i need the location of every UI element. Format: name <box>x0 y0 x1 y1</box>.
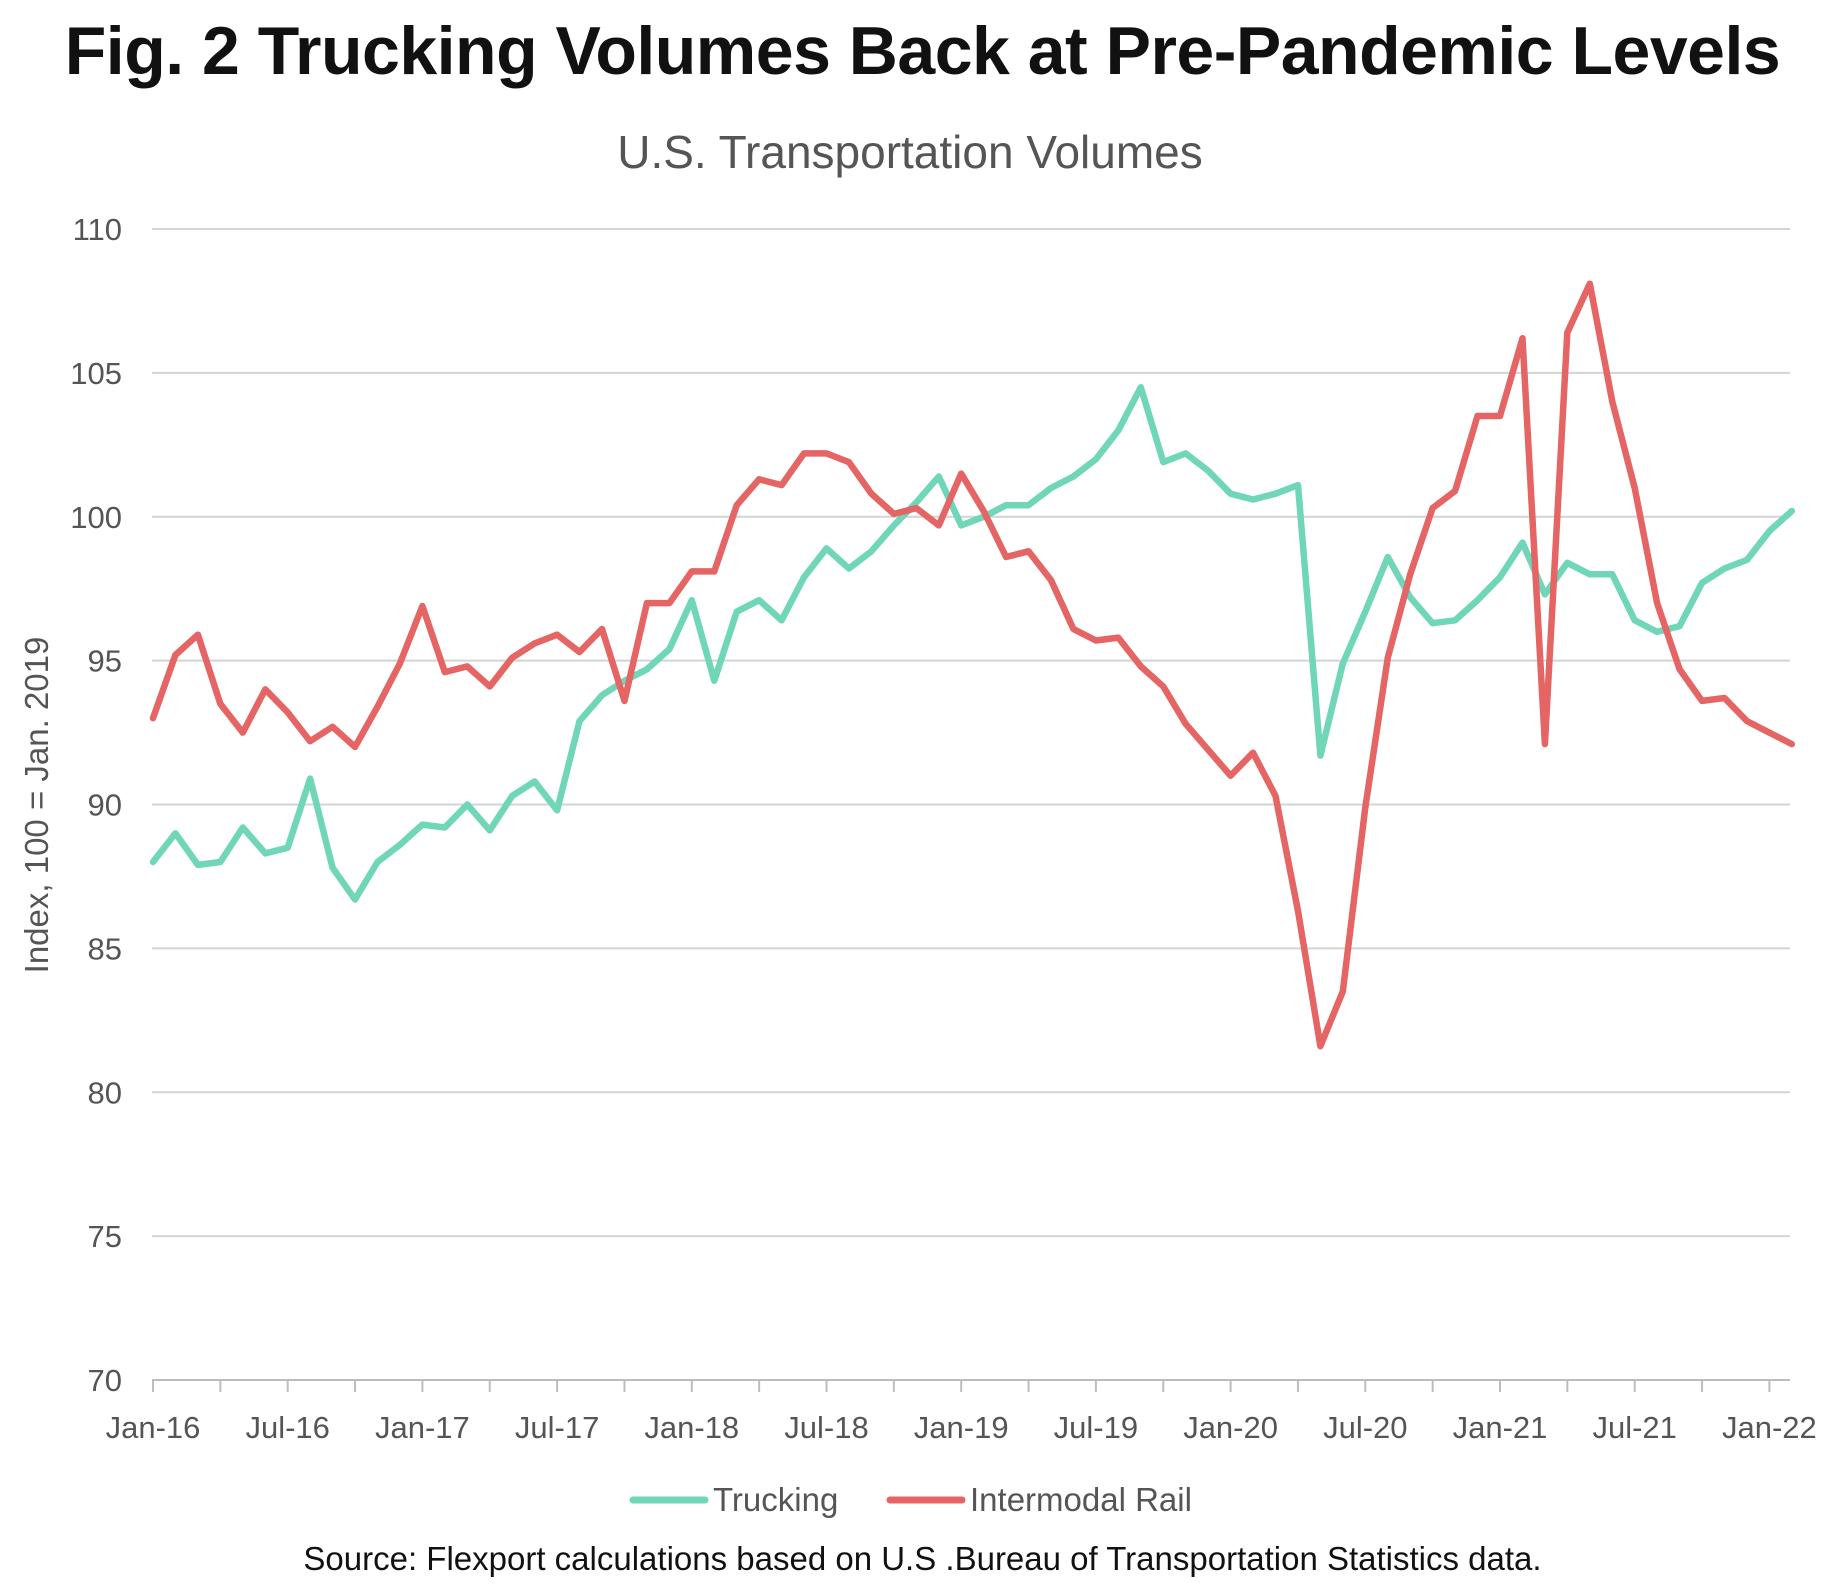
series-lines <box>149 280 1796 1050</box>
x-tick-label: Jul-21 <box>1592 1410 1676 1445</box>
legend-label-trucking: Trucking <box>713 1481 838 1518</box>
series-line-trucking <box>149 384 1796 903</box>
x-tick-label: Jul-18 <box>784 1410 868 1445</box>
y-tick-label: 110 <box>73 212 122 247</box>
x-tick-label: Jan-19 <box>914 1410 1009 1445</box>
x-tick-label: Jul-17 <box>515 1410 599 1445</box>
x-tick-label: Jan-22 <box>1722 1410 1817 1445</box>
y-tick-label: 80 <box>88 1075 122 1110</box>
x-tick-label: Jan-20 <box>1183 1410 1278 1445</box>
gridlines <box>152 228 1790 1238</box>
x-tick-label: Jan-16 <box>106 1410 201 1445</box>
series-line-intermodal-rail <box>149 280 1796 1050</box>
chart-title: U.S. Transportation Volumes <box>617 126 1203 178</box>
y-tick-label: 90 <box>88 788 122 823</box>
source-note: Source: Flexport calculations based on U… <box>303 1540 1542 1577</box>
y-tick-label: 75 <box>88 1219 122 1254</box>
y-tick-label: 70 <box>88 1363 122 1398</box>
y-tick-label: 100 <box>70 500 122 535</box>
x-tick-label: Jul-16 <box>245 1410 329 1445</box>
legend: Trucking Intermodal Rail <box>629 1481 1192 1518</box>
figure-title: Fig. 2 Trucking Volumes Back at Pre-Pand… <box>64 13 1781 89</box>
x-tick-label: Jan-18 <box>644 1410 739 1445</box>
x-tick-label: Jan-17 <box>375 1410 470 1445</box>
x-tick-label: Jul-20 <box>1323 1410 1407 1445</box>
legend-label-intermodal-rail: Intermodal Rail <box>970 1481 1192 1518</box>
y-tick-label: 95 <box>88 644 122 679</box>
x-tick-label: Jan-21 <box>1453 1410 1548 1445</box>
y-axis-label: Index, 100 = Jan. 2019 <box>18 637 55 974</box>
x-tick-label: Jul-19 <box>1054 1410 1138 1445</box>
y-axis: 70 75 80 85 90 95 100 105 110 <box>70 212 122 1398</box>
x-axis: Jan-16 Jul-16 Jan-17 Jul-17 Jan-18 Jul-18 Jan-… <box>106 1379 1817 1445</box>
y-tick-label: 105 <box>70 356 122 391</box>
y-tick-label: 85 <box>88 931 122 966</box>
